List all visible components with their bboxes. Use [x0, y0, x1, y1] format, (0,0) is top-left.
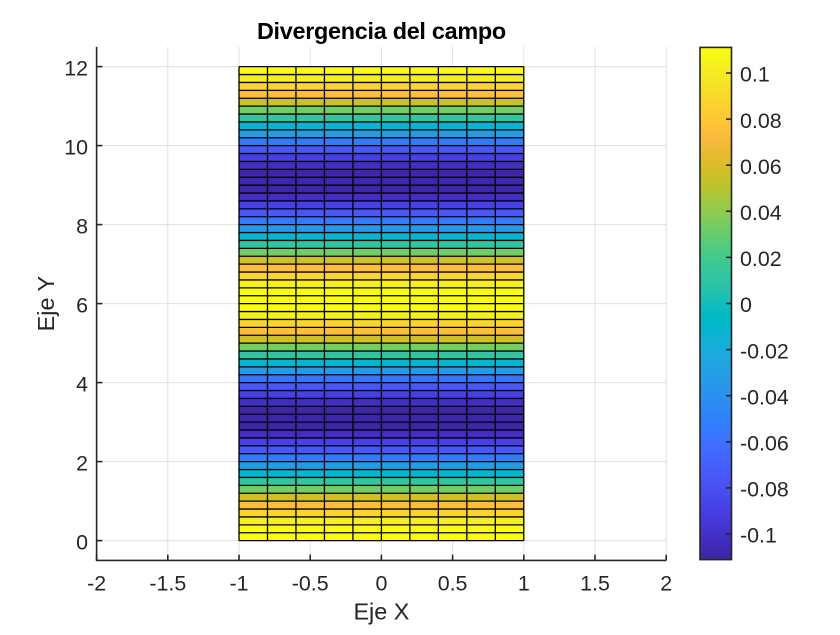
svg-text:0.04: 0.04 — [740, 201, 782, 225]
svg-text:0: 0 — [76, 530, 88, 554]
svg-text:-0.06: -0.06 — [740, 432, 789, 456]
svg-text:Eje Y: Eje Y — [33, 275, 59, 331]
svg-text:8: 8 — [76, 214, 88, 238]
svg-text:2: 2 — [660, 572, 672, 596]
svg-text:-1: -1 — [229, 572, 248, 596]
svg-text:2: 2 — [76, 451, 88, 475]
svg-text:0: 0 — [375, 572, 387, 596]
svg-text:Divergencia del campo: Divergencia del campo — [257, 18, 506, 44]
svg-text:-0.1: -0.1 — [740, 524, 777, 548]
svg-text:Eje X: Eje X — [353, 598, 409, 624]
svg-text:-0.02: -0.02 — [740, 339, 789, 363]
svg-text:10: 10 — [64, 135, 88, 159]
svg-text:12: 12 — [64, 56, 88, 80]
svg-text:0.06: 0.06 — [740, 155, 782, 179]
svg-text:0.1: 0.1 — [740, 63, 770, 87]
svg-text:4: 4 — [76, 372, 88, 396]
svg-text:-1.5: -1.5 — [149, 572, 186, 596]
svg-text:-2: -2 — [87, 572, 106, 596]
svg-text:-0.5: -0.5 — [292, 572, 329, 596]
svg-text:6: 6 — [76, 293, 88, 317]
svg-text:0: 0 — [740, 293, 752, 317]
svg-text:-0.08: -0.08 — [740, 478, 789, 502]
svg-text:1: 1 — [518, 572, 530, 596]
svg-text:-0.04: -0.04 — [740, 385, 789, 409]
svg-text:1.5: 1.5 — [580, 572, 610, 596]
svg-text:0.5: 0.5 — [438, 572, 468, 596]
svg-text:0.02: 0.02 — [740, 247, 782, 271]
svg-text:0.08: 0.08 — [740, 109, 782, 133]
